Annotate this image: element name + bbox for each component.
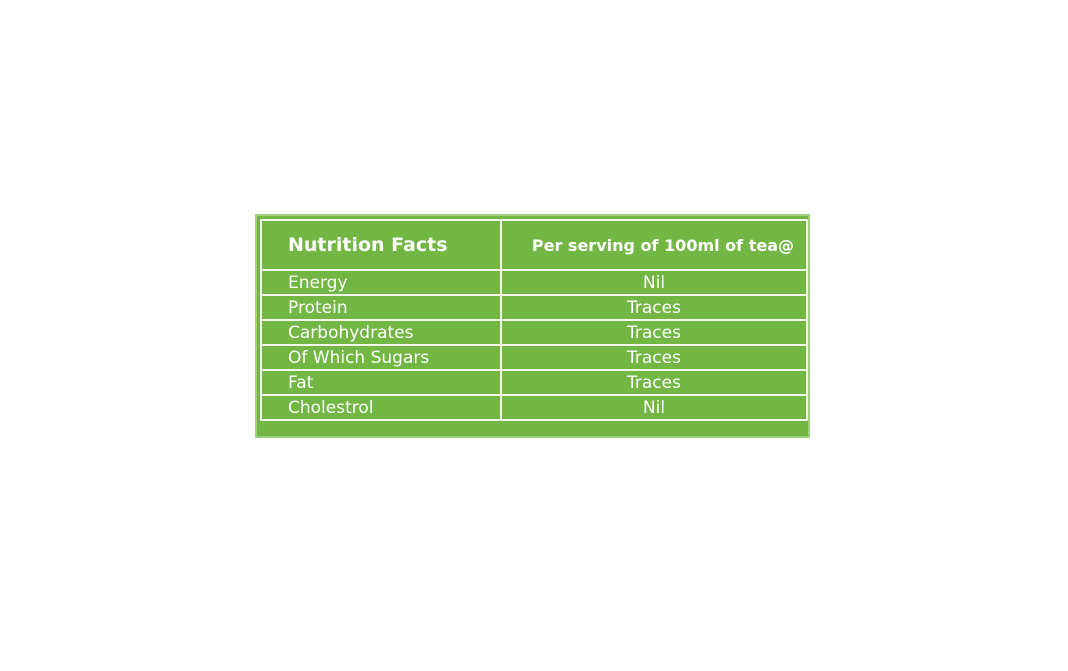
nutrient-name: Of Which Sugars — [260, 344, 502, 371]
nutrient-value: Traces — [500, 369, 808, 396]
table-row: Protein Traces — [260, 294, 808, 321]
nutrition-panel: Nutrition Facts Per serving of 100ml of … — [255, 214, 810, 438]
nutrient-value: Traces — [500, 319, 808, 346]
nutrient-value: Traces — [500, 344, 808, 371]
table-row: Energy Nil — [260, 269, 808, 296]
table-row: Carbohydrates Traces — [260, 319, 808, 346]
nutrient-value: Nil — [500, 394, 808, 421]
nutrient-name: Fat — [260, 369, 502, 396]
nutrient-name: Protein — [260, 294, 502, 321]
table-row: Cholestrol Nil — [260, 394, 808, 421]
nutrient-value: Nil — [500, 269, 808, 296]
nutrient-name: Carbohydrates — [260, 319, 502, 346]
header-cell: Nutrition Facts — [260, 219, 502, 271]
nutrient-name: Cholestrol — [260, 394, 502, 421]
header-cell: Per serving of 100ml of tea@ — [500, 219, 808, 271]
table-row: Of Which Sugars Traces — [260, 344, 808, 371]
header-row: Nutrition Facts Per serving of 100ml of … — [260, 219, 808, 271]
nutrient-value: Traces — [500, 294, 808, 321]
nutrition-table: Nutrition Facts Per serving of 100ml of … — [260, 219, 808, 421]
nutrient-name: Energy — [260, 269, 502, 296]
table-row: Fat Traces — [260, 369, 808, 396]
